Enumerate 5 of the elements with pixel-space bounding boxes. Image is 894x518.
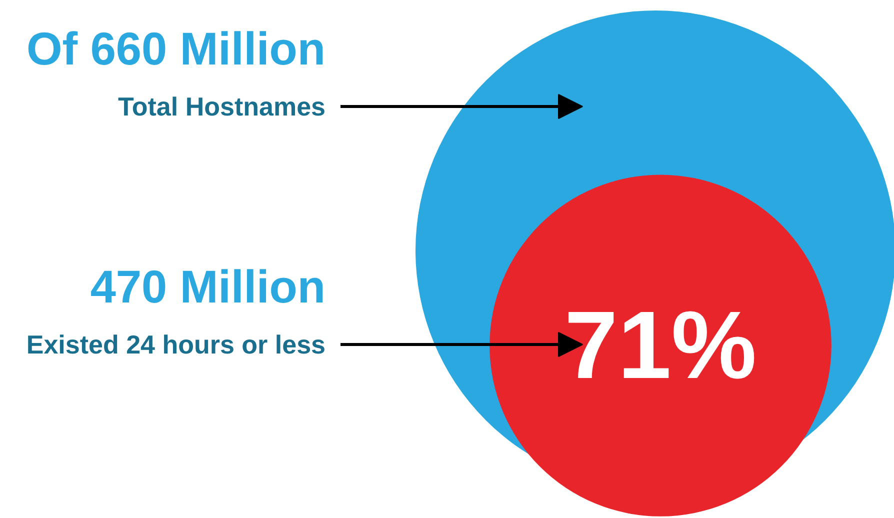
data-label: 470 Million [90,260,326,312]
text: 71% [564,292,757,400]
category-label: Total Hostnames [118,92,326,122]
data-label: Of 660 Million [26,22,326,74]
category-label: Existed 24 hours or less [26,330,326,360]
